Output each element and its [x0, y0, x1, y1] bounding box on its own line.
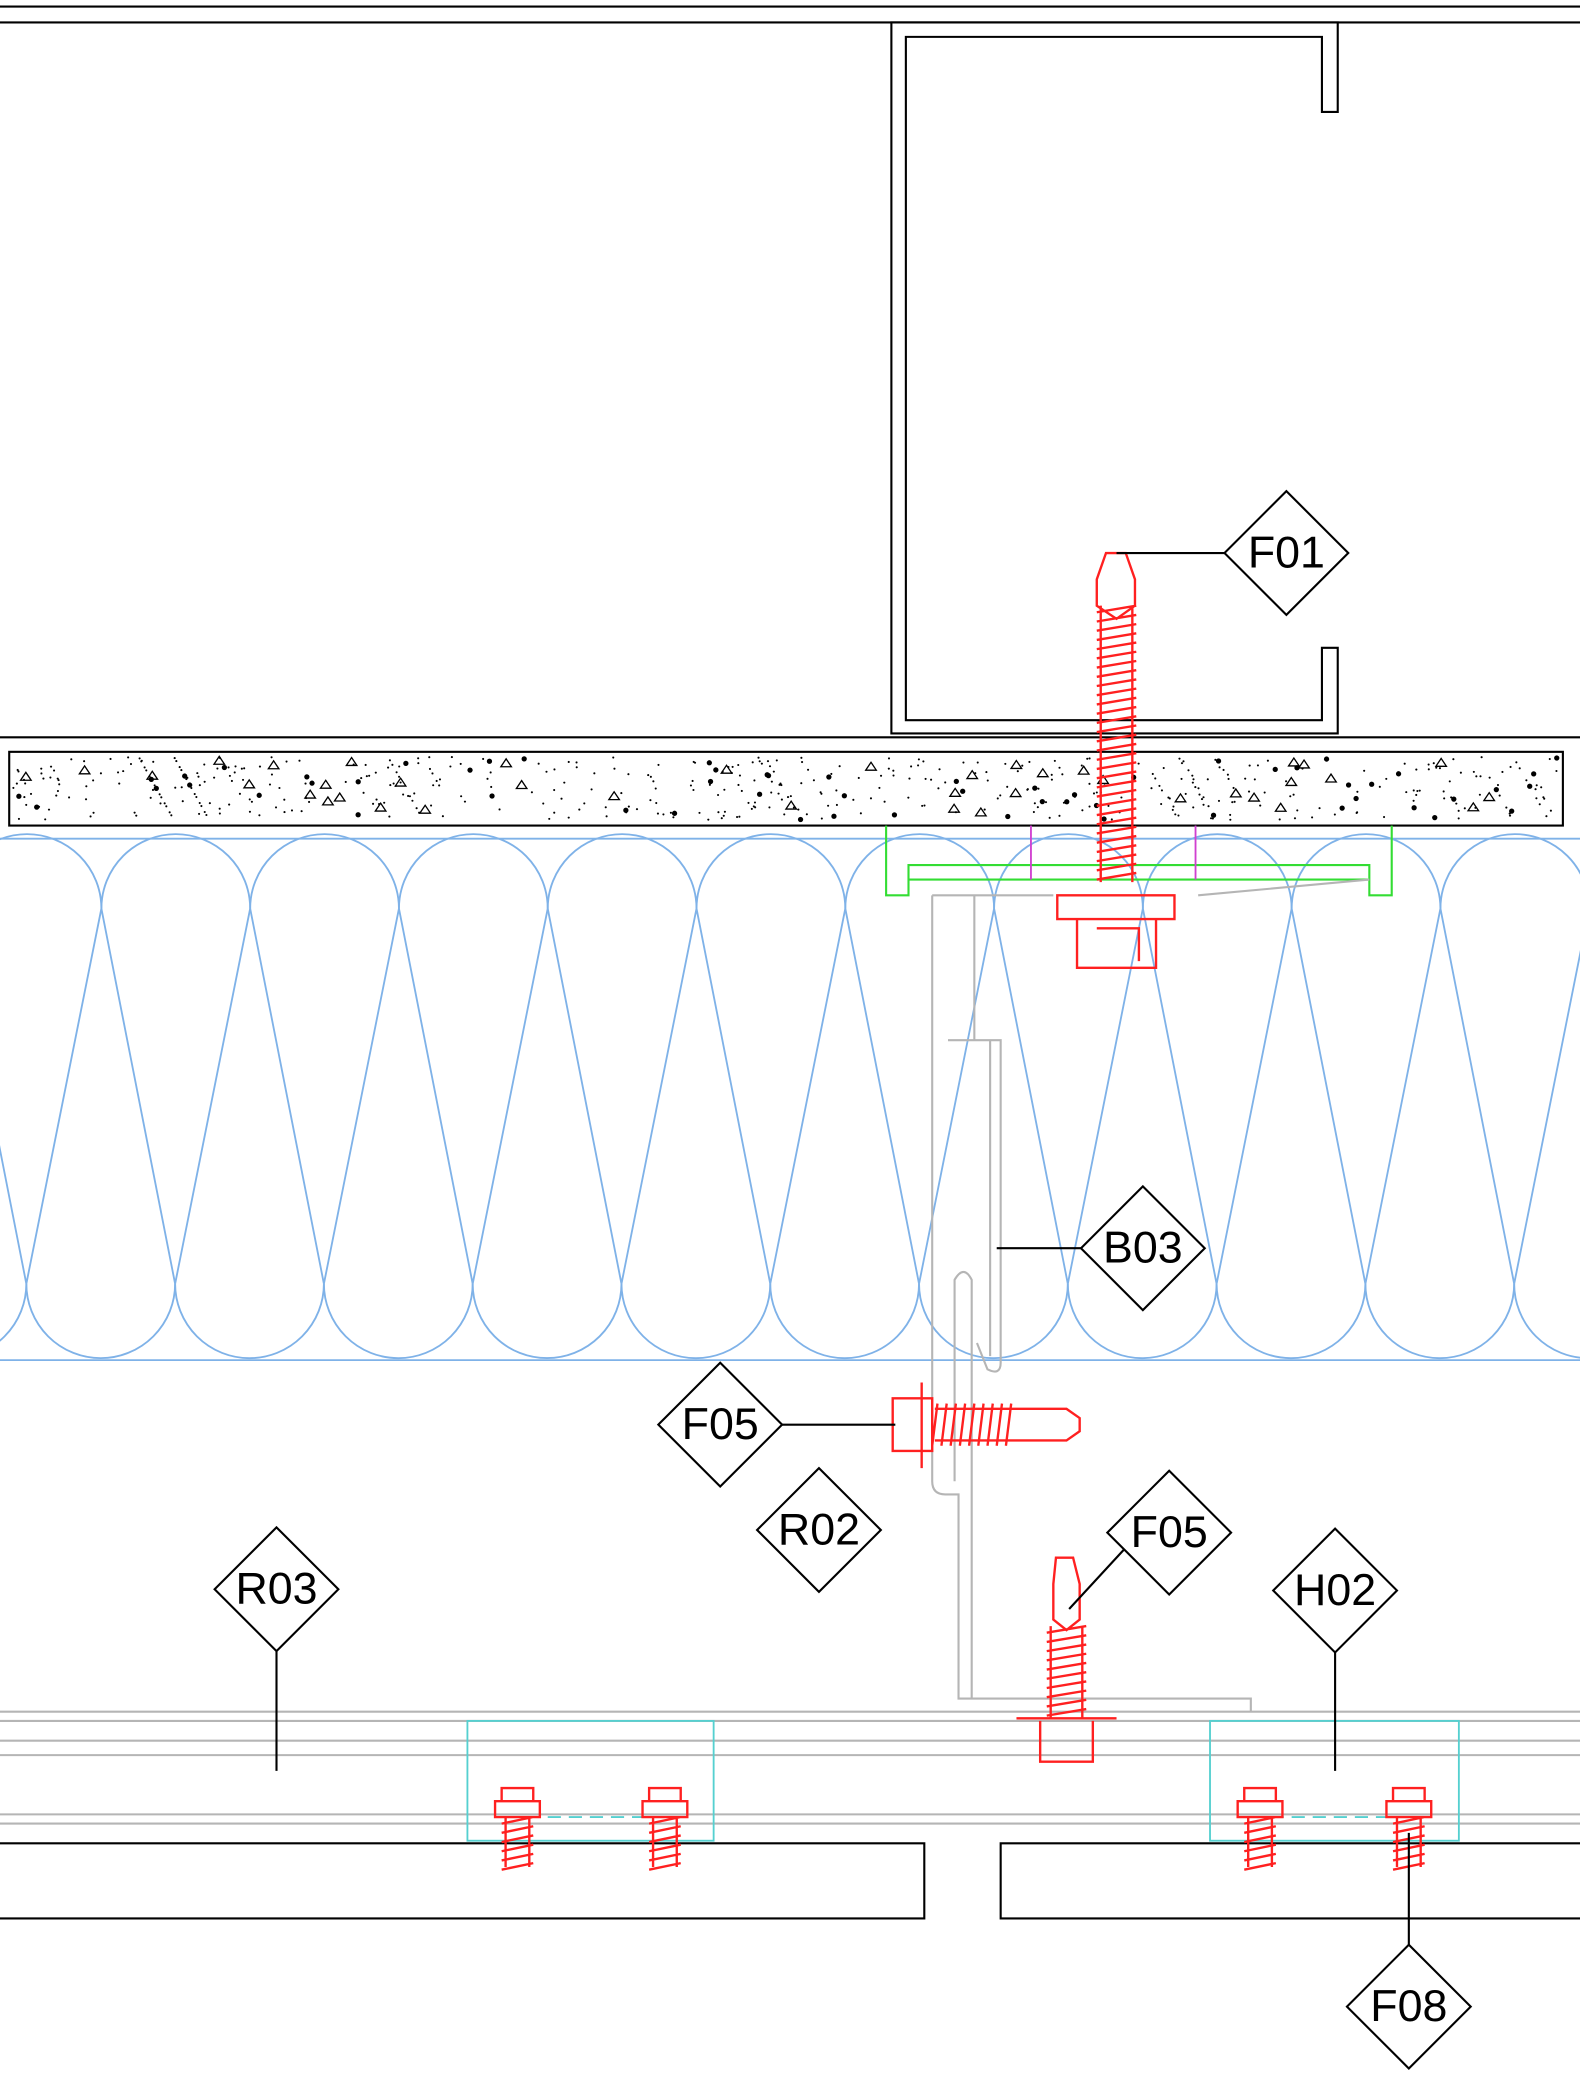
callout-label: H02	[1294, 1565, 1376, 1615]
callout-label: R02	[778, 1504, 860, 1554]
callout: R03	[213, 1525, 340, 1653]
callout-label: F08	[1370, 1981, 1447, 2031]
callout-label: F01	[1248, 527, 1325, 577]
callout-label: R03	[235, 1564, 317, 1614]
callout: F05	[1105, 1469, 1233, 1596]
callout: F01	[1223, 489, 1350, 617]
callout-diamond	[656, 1361, 784, 1489]
callout: R02	[755, 1466, 883, 1594]
callout: F08	[1345, 1943, 1473, 2070]
callout-diamond	[755, 1466, 883, 1594]
callout-diamond	[1271, 1527, 1399, 1654]
callout-label: B03	[1103, 1223, 1183, 1273]
callout: H02	[1271, 1527, 1399, 1654]
callout-diamond	[1345, 1943, 1473, 2070]
callout-label: F05	[1131, 1507, 1208, 1557]
callout-diamond	[1079, 1184, 1207, 1312]
callout-diamond	[213, 1525, 340, 1653]
drawing-linework	[0, 5, 1580, 1945]
callout-diamond	[1223, 489, 1350, 617]
callout-label: F05	[682, 1399, 759, 1449]
callout: B03	[1079, 1184, 1207, 1312]
callout-diamond	[1105, 1469, 1233, 1596]
callout: F05	[656, 1361, 784, 1489]
